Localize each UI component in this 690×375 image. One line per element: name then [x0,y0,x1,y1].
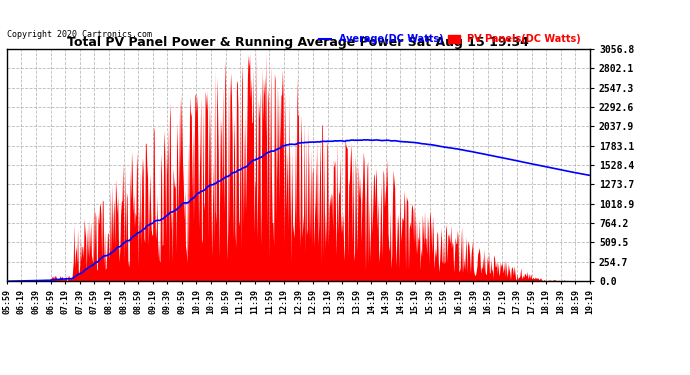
Title: Total PV Panel Power & Running Average Power Sat Aug 15 19:34: Total PV Panel Power & Running Average P… [68,36,529,49]
Legend: Average(DC Watts), PV Panels(DC Watts): Average(DC Watts), PV Panels(DC Watts) [315,30,585,48]
Text: Copyright 2020 Cartronics.com: Copyright 2020 Cartronics.com [7,30,152,39]
